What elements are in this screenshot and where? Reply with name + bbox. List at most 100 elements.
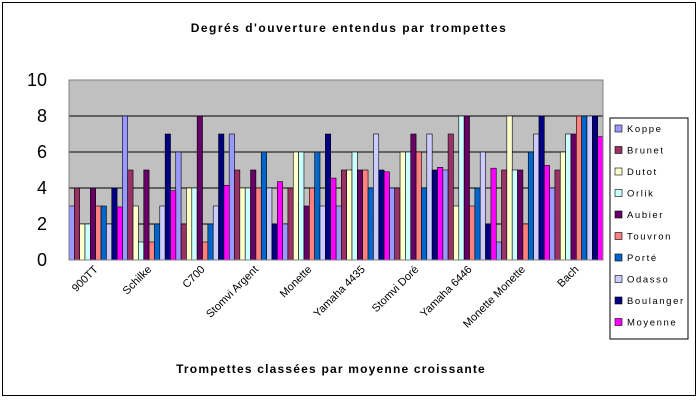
y-tick-label: 2	[37, 214, 47, 234]
legend-swatch	[614, 253, 623, 262]
legend-swatch	[614, 210, 623, 219]
legend-label: Dutot	[627, 167, 658, 178]
bar-moyenne	[490, 167, 497, 261]
x-tick-label: 900TT	[70, 263, 101, 294]
bar-koppe	[228, 133, 235, 261]
legend-swatch	[614, 167, 623, 176]
legend-swatch	[614, 275, 623, 283]
bar-koppe	[335, 205, 342, 261]
bar-moyenne	[383, 171, 390, 261]
bar-dutot	[346, 169, 353, 261]
bar-touvron	[148, 241, 155, 261]
bar-port-	[421, 187, 428, 261]
bar-touvron	[575, 115, 582, 261]
bar-aubier	[250, 169, 257, 261]
bar-aubier	[357, 169, 364, 261]
bar-brunet	[74, 187, 80, 261]
bar-brunet	[287, 187, 294, 261]
bar-brunet	[180, 223, 187, 261]
bar-moyenne	[223, 185, 230, 261]
axes	[68, 79, 604, 261]
bar-aubier	[303, 205, 310, 261]
bar-odasso	[266, 187, 273, 261]
chart-title: Degrés d'ouverture entendus par trompett…	[191, 21, 508, 35]
bar-port-	[314, 151, 321, 261]
bar-boulanger	[111, 187, 118, 261]
bar-odasso	[426, 133, 433, 261]
bar-orlik	[405, 151, 412, 261]
x-tick-label: Stomvi Doré	[370, 264, 421, 315]
bar-koppe	[122, 115, 128, 261]
y-tick-label: 10	[27, 70, 47, 90]
legend-label: Brunet	[627, 146, 665, 157]
bar-orlik	[191, 187, 198, 261]
bar-moyenne	[170, 190, 177, 261]
bar-boulanger	[592, 115, 598, 261]
bar-moyenne	[437, 167, 444, 261]
bar-touvron	[415, 151, 422, 261]
bar-moyenne	[597, 136, 604, 261]
x-tick-label: Stomvi Argent	[204, 264, 261, 321]
bar-brunet	[340, 169, 347, 261]
x-tick-label: Yamaha 4435	[311, 264, 367, 320]
legend-swatch	[614, 124, 623, 133]
bar-port-	[100, 205, 107, 261]
chart-frame: Degrés d'ouverture entendus par trompett…	[2, 2, 696, 396]
bar-port-	[367, 187, 374, 261]
bar-koppe	[495, 241, 502, 261]
bar-odasso	[159, 205, 166, 261]
legend-swatch	[614, 232, 623, 240]
bar-boulanger	[485, 223, 492, 261]
y-tick-label: 8	[37, 106, 47, 126]
legend-swatch	[614, 318, 623, 326]
bar-dutot	[559, 151, 566, 261]
y-axis-ticks: 0 2 4 6 8 10	[27, 70, 47, 270]
bar-dutot	[132, 205, 139, 261]
bar-orlik	[565, 133, 572, 261]
y-tick-label: 0	[37, 250, 47, 270]
x-axis-title: Trompettes classées par moyenne croissan…	[176, 362, 486, 376]
bar-odasso	[319, 205, 326, 261]
bar-boulanger	[164, 133, 171, 261]
plot-border	[68, 79, 604, 261]
bar-port-	[207, 223, 214, 261]
bar-koppe	[389, 187, 396, 261]
bar-touvron	[362, 169, 369, 261]
bar-port-	[260, 151, 267, 261]
bar-brunet	[127, 169, 134, 261]
bar-moyenne	[276, 181, 283, 261]
legend-swatch	[614, 146, 623, 154]
legend-box	[609, 117, 689, 340]
bar-moyenne	[330, 177, 337, 261]
bar-brunet	[394, 187, 401, 261]
bar-aubier	[196, 115, 203, 261]
bar-aubier	[570, 133, 577, 261]
legend-swatch	[614, 296, 623, 305]
legend: Koppe Brunet Dutot Orlik Aubier Touvron Porté O…	[609, 117, 689, 340]
legend-label: Odasso	[627, 275, 669, 286]
bar-koppe	[282, 223, 289, 261]
bar-touvron	[469, 205, 476, 261]
bars	[68, 115, 604, 261]
bar-brunet	[234, 169, 241, 261]
bar-touvron	[95, 205, 102, 261]
x-tick-label: Yamaha 6446	[418, 264, 474, 320]
bar-odasso	[212, 205, 219, 261]
bar-aubier	[143, 169, 150, 261]
bar-port-	[581, 115, 588, 261]
bar-touvron	[308, 187, 315, 261]
bar-koppe	[68, 205, 75, 261]
bar-chart: Degrés d'ouverture entendus par trompett…	[27, 21, 689, 376]
bar-brunet	[554, 169, 561, 261]
x-tick-label: Schilke	[121, 264, 155, 298]
bar-aubier	[410, 133, 417, 261]
bar-touvron	[202, 241, 209, 261]
bar-odasso	[373, 133, 380, 261]
bar-koppe	[549, 187, 556, 261]
bar-moyenne	[116, 206, 123, 261]
bar-koppe	[175, 151, 182, 261]
bar-boulanger	[431, 169, 438, 261]
bar-aubier	[463, 115, 470, 261]
bar-dutot	[186, 187, 193, 261]
bar-orlik	[84, 223, 91, 261]
